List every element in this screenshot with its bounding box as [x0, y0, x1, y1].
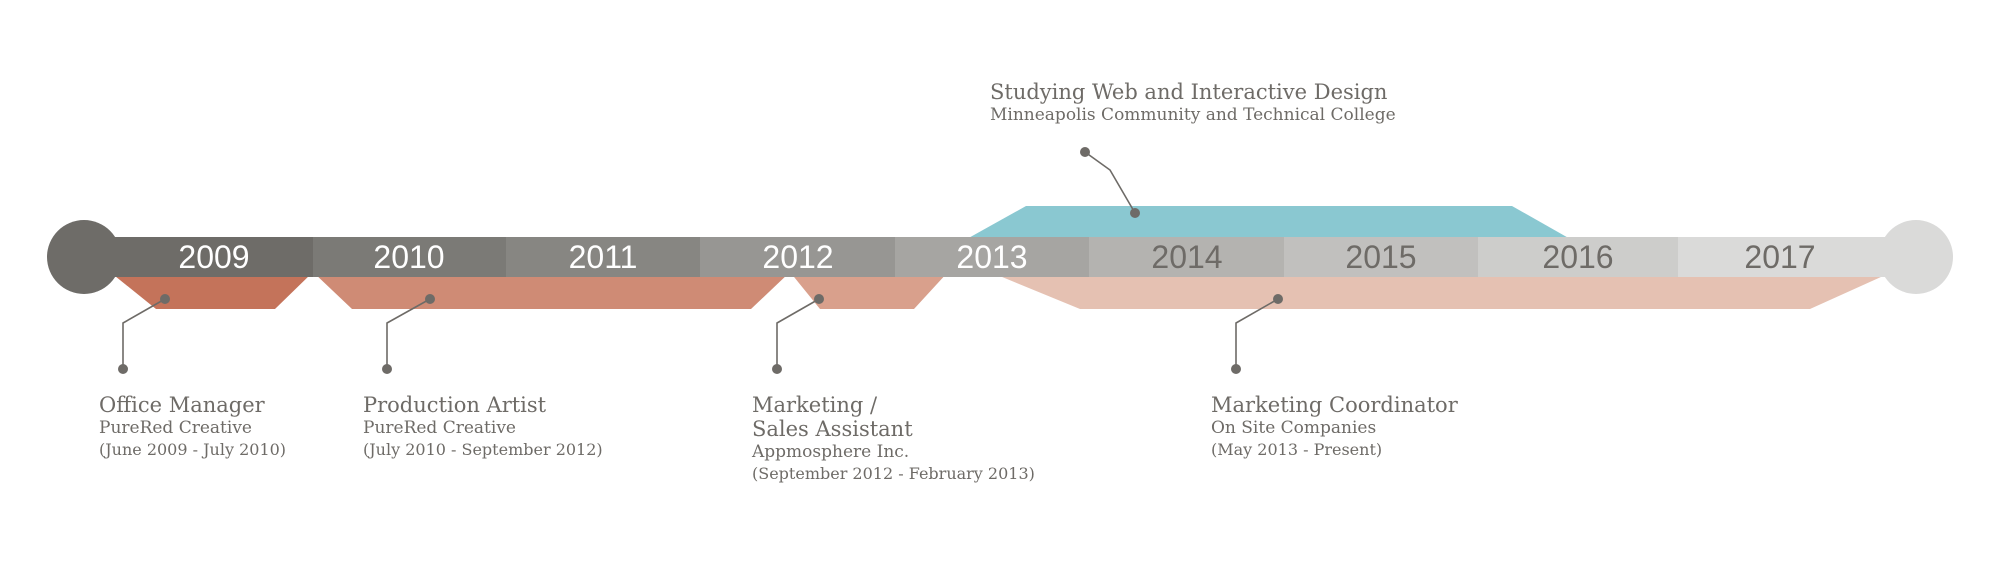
job-company: PureRed Creative — [363, 418, 516, 438]
year-label-2013: 2013 — [956, 239, 1027, 275]
job-dates: (May 2013 - Present) — [1211, 440, 1383, 459]
year-segment-2010 — [313, 237, 506, 277]
year-label-2016: 2016 — [1542, 239, 1613, 275]
year-segment-2016 — [1478, 237, 1678, 277]
year-label-2012: 2012 — [762, 239, 833, 275]
job-title-line-1: Marketing / — [752, 393, 878, 417]
job-dates: (June 2009 - July 2010) — [99, 440, 287, 459]
job-title: Marketing Coordinator — [1211, 393, 1458, 417]
year-label-2009: 2009 — [178, 239, 249, 275]
year-segment-2012 — [700, 237, 895, 277]
year-segment-2013 — [895, 237, 1089, 277]
job-band-office-manager — [110, 272, 313, 309]
connector-production-artist — [382, 294, 435, 374]
year-label-2017: 2017 — [1744, 239, 1815, 275]
connector-marketing-coordinator — [1231, 294, 1283, 374]
job-dates: (July 2010 - September 2012) — [363, 440, 603, 459]
connector-office-manager — [118, 294, 170, 374]
education-title: Studying Web and Interactive Design — [990, 80, 1388, 104]
education-band — [965, 206, 1572, 240]
job-company: PureRed Creative — [99, 418, 252, 438]
year-segment-2014 — [1089, 237, 1284, 277]
job-company: On Site Companies — [1211, 418, 1377, 438]
job-band-production-artist — [313, 272, 790, 309]
job-entry-marketing-sales: Marketing / Sales Assistant Appmosphere … — [752, 393, 1035, 484]
job-band-marketing-sales — [790, 272, 948, 309]
job-title: Production Artist — [363, 393, 547, 417]
connector-education — [1080, 147, 1140, 218]
education-entry: Studying Web and Interactive Design Minn… — [990, 80, 1396, 126]
job-entry-office-manager: Office Manager PureRed Creative (June 20… — [99, 393, 286, 460]
job-title: Marketing / Sales Assistant — [752, 393, 1035, 441]
year-label-2011: 2011 — [569, 239, 638, 275]
connector-marketing-sales — [772, 294, 824, 374]
education-school: Minneapolis Community and Technical Coll… — [990, 105, 1396, 125]
job-title: Office Manager — [99, 393, 265, 417]
year-label-2015: 2015 — [1345, 239, 1416, 275]
year-segment-2011 — [506, 237, 700, 277]
job-entry-production-artist: Production Artist PureRed Creative (July… — [363, 393, 603, 460]
job-dates: (September 2012 - February 2013) — [752, 464, 1035, 483]
year-segment-2015 — [1284, 237, 1478, 277]
job-title-line-2: Sales Assistant — [752, 417, 913, 441]
year-label-2014: 2014 — [1151, 239, 1222, 275]
year-segment-2017 — [1678, 237, 1916, 277]
job-band-marketing-coordinator — [990, 272, 1892, 309]
job-company: Appmosphere Inc. — [752, 442, 910, 462]
year-label-2010: 2010 — [373, 239, 444, 275]
year-segment-2009 — [84, 237, 313, 277]
job-entry-marketing-coordinator: Marketing Coordinator On Site Companies … — [1211, 393, 1458, 460]
